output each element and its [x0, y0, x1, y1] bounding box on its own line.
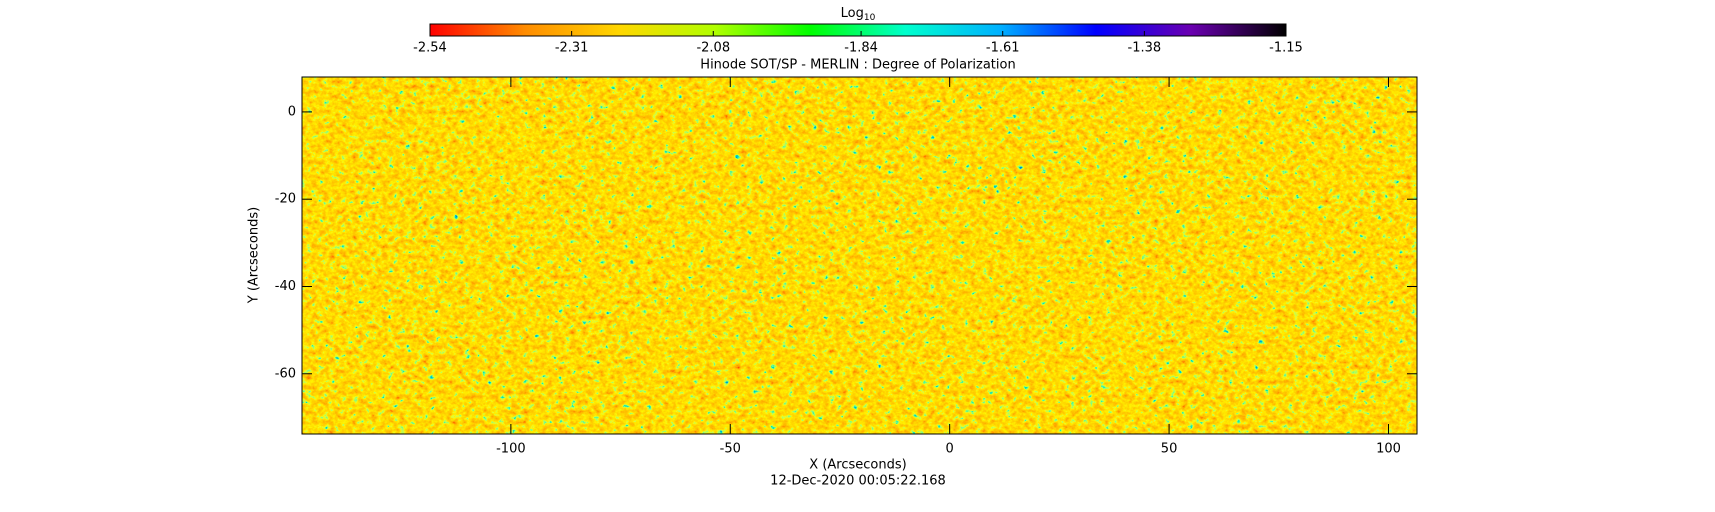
x-tick-label: -100 — [496, 442, 526, 457]
polarization-map — [302, 77, 1417, 434]
x-tick-label: 50 — [1161, 442, 1178, 457]
y-axis-label: Y (Arcseconds) — [247, 207, 262, 304]
colorbar-label: Log10 — [841, 6, 876, 23]
colorbar-tick-label: -2.31 — [555, 41, 589, 56]
chart-title: Hinode SOT/SP - MERLIN : Degree of Polar… — [700, 58, 1015, 73]
colorbar-tick-label: -2.54 — [413, 41, 447, 56]
y-tick-label: -60 — [275, 366, 296, 381]
timestamp: 12-Dec-2020 00:05:22.168 — [770, 474, 946, 489]
colorbar — [429, 23, 1287, 37]
y-tick-label: 0 — [288, 104, 296, 119]
x-tick-label: 100 — [1376, 442, 1401, 457]
colorbar-label-subscript: 10 — [864, 13, 876, 23]
plot-frame — [301, 76, 1418, 435]
colorbar-tick-label: -1.61 — [986, 41, 1020, 56]
y-tick-label: -40 — [275, 279, 296, 294]
colorbar-tick-label: -2.08 — [696, 41, 730, 56]
x-tick-label: 0 — [946, 442, 954, 457]
x-tick-label: -50 — [720, 442, 741, 457]
colorbar-tick-label: -1.84 — [844, 41, 878, 56]
colorbar-label-text: Log — [841, 6, 864, 21]
x-axis-label: X (Arcseconds) — [809, 458, 906, 473]
colorbar-tick-label: -1.38 — [1128, 41, 1162, 56]
colorbar-tick-label: -1.15 — [1269, 41, 1303, 56]
y-tick-label: -20 — [275, 192, 296, 207]
